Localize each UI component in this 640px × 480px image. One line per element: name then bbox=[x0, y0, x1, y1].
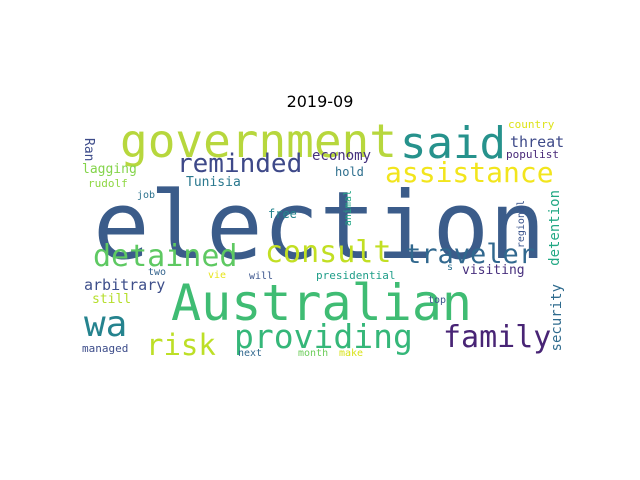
word-government: government bbox=[120, 118, 397, 168]
word-country: country bbox=[508, 118, 555, 131]
word-detained: detained bbox=[93, 239, 238, 274]
word-economy: economy bbox=[312, 148, 372, 164]
word-arbitrary: arbitrary bbox=[84, 276, 166, 294]
word-election: election bbox=[93, 172, 546, 281]
word-rudolf: rudolf bbox=[88, 177, 128, 190]
word-job: job bbox=[137, 190, 156, 201]
word-s: s bbox=[447, 262, 454, 273]
word-visiting: visiting bbox=[462, 263, 525, 278]
word-assistance: assistance bbox=[385, 156, 554, 189]
word-security: security bbox=[549, 284, 565, 352]
word-traveler: traveler bbox=[405, 239, 536, 270]
word-lagging: lagging bbox=[82, 162, 137, 177]
word-wa: wa bbox=[84, 304, 128, 345]
word-vie: vie bbox=[208, 270, 227, 281]
plot-title: 2019-09 bbox=[286, 92, 354, 111]
word-make: make bbox=[339, 348, 364, 359]
word-risk: risk bbox=[146, 328, 216, 362]
word-free: free bbox=[268, 207, 297, 221]
word-populist: populist bbox=[506, 148, 559, 161]
word-will: will bbox=[249, 271, 274, 282]
word-said: said bbox=[400, 118, 506, 169]
word-regional: regional bbox=[516, 200, 527, 249]
word-family: family bbox=[443, 320, 552, 355]
word-australian: Australian bbox=[171, 274, 473, 332]
word-threat: threat bbox=[510, 133, 565, 151]
word-hold: hold bbox=[335, 165, 364, 179]
word-top: top bbox=[428, 295, 447, 306]
word-detention: detention bbox=[547, 190, 563, 266]
word-presidential: presidential bbox=[316, 269, 396, 282]
word-tunisia: Tunisia bbox=[186, 175, 241, 190]
word-month: month bbox=[298, 348, 329, 359]
word-consult: consult bbox=[265, 235, 392, 270]
word-providing: providing bbox=[234, 317, 413, 356]
word-next: next bbox=[238, 348, 263, 359]
word-reminded: reminded bbox=[177, 149, 303, 179]
word-managed: managed bbox=[82, 342, 129, 355]
word-ran: Ran bbox=[81, 138, 96, 162]
word-cloud: election Australian government said assi… bbox=[80, 118, 570, 363]
word-still: still bbox=[92, 292, 132, 307]
word-animal: animal bbox=[343, 190, 354, 227]
word-two: two bbox=[148, 267, 167, 278]
